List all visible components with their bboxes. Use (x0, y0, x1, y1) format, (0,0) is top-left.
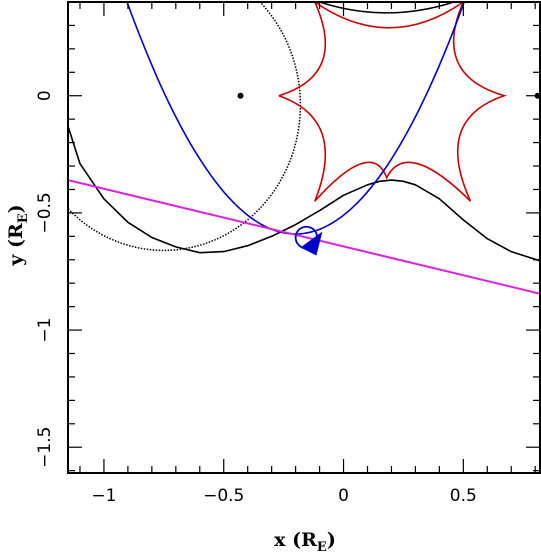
axis-ticks (68, 2, 540, 473)
y-tick-label: −1 (35, 318, 55, 343)
direction-arrow (300, 231, 323, 256)
y-tick-label: 0 (35, 90, 55, 101)
y-tick-label: −1.5 (35, 427, 55, 468)
source-trajectory-line (68, 179, 540, 295)
black-curve (68, 125, 540, 262)
x-tick-label: 0.5 (450, 486, 477, 506)
caustic-curve (278, 2, 507, 202)
x-tick-label: −1 (91, 486, 116, 506)
y-tick-label: −0.5 (35, 192, 55, 233)
lens-point-1 (237, 92, 244, 99)
plot-area (68, 2, 540, 295)
x-tick-label: −0.5 (203, 486, 244, 506)
black-loop-curve (68, 2, 302, 252)
x-tick-label: 0 (338, 486, 349, 506)
top-black-arc (319, 2, 454, 14)
blue-curve (126, 2, 465, 235)
x-axis-title: x (RE) (274, 529, 336, 555)
y-axis-title: y (RE) (5, 204, 31, 266)
tick-labels: −1 −0.5 0 0.5 0 −0.5 −1 −1.5 (35, 90, 477, 506)
plot-frame (67, 1, 541, 474)
